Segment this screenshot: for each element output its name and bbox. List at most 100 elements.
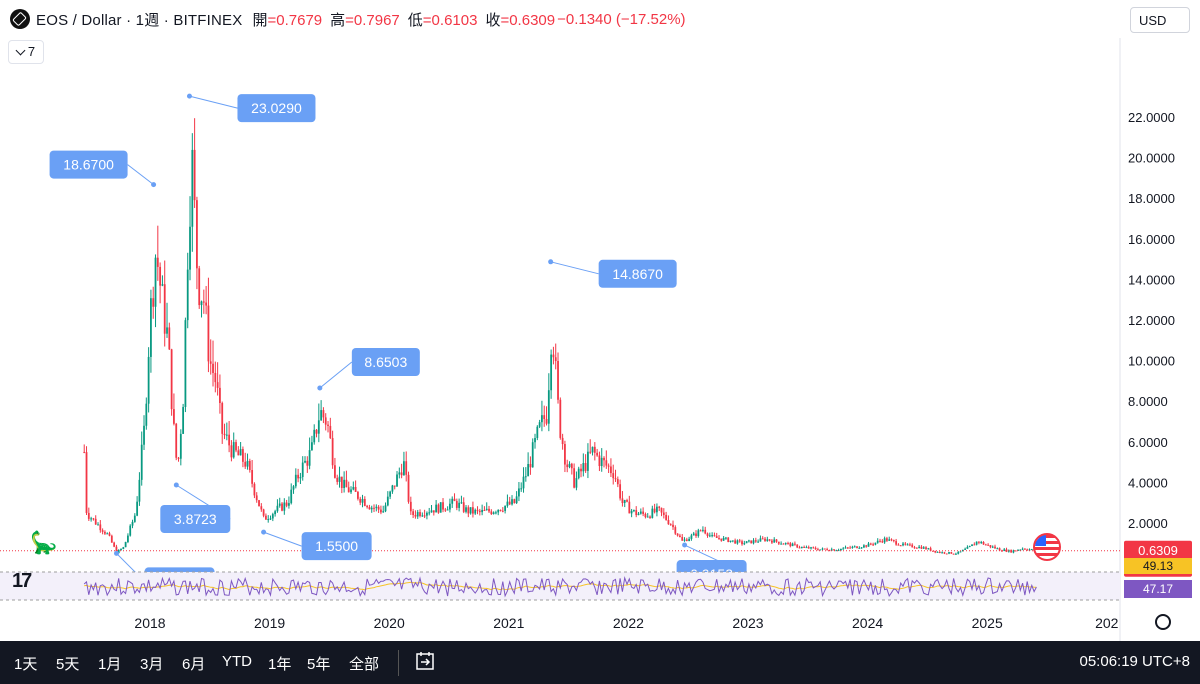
utc-clock[interactable]: 05:06:19 UTC+8 <box>1079 653 1191 670</box>
candle-body <box>858 547 861 549</box>
candle-body <box>338 476 341 482</box>
candle-body <box>495 512 497 514</box>
candle-body <box>738 540 741 542</box>
candle-body <box>596 452 599 456</box>
candle-body <box>260 506 263 510</box>
x-tick-label: 2021 <box>493 615 524 631</box>
currency-select[interactable]: USD <box>1130 7 1190 33</box>
annotation-label: 3.8723 <box>174 511 217 527</box>
candle-body <box>897 544 900 546</box>
candle-body <box>462 502 465 512</box>
range-3m[interactable]: 3月 <box>140 656 164 673</box>
candle-body <box>136 501 139 516</box>
candle-body <box>580 468 582 472</box>
candle-body <box>430 510 433 513</box>
candle-body <box>214 372 217 383</box>
candle-body <box>662 512 665 515</box>
candle-body <box>605 460 608 466</box>
range-ytd[interactable]: YTD <box>222 653 252 670</box>
candle-body <box>784 543 787 545</box>
candle-body <box>122 547 125 549</box>
candle-body <box>828 550 831 552</box>
candle-body <box>856 546 858 549</box>
candle-body <box>727 537 730 542</box>
tradingview-logo[interactable]: 17 <box>12 570 32 592</box>
candle-body <box>646 516 649 518</box>
candle-body <box>288 503 290 506</box>
indicator-collapse-button[interactable]: 7 <box>8 40 44 64</box>
candle-body <box>929 548 932 551</box>
x-tick-label: 202 <box>1095 615 1119 631</box>
candle-body <box>515 496 518 504</box>
candle-body <box>945 553 948 555</box>
candle-body <box>814 547 817 550</box>
candle-body <box>483 509 486 511</box>
candle-body <box>527 464 530 477</box>
candle-body <box>327 424 329 426</box>
candle-body <box>805 547 808 549</box>
rsi-ma-value: 49.13 <box>1143 559 1173 573</box>
candle-body <box>587 451 589 471</box>
candle-body <box>660 507 663 513</box>
candle-body <box>936 551 939 553</box>
candle-body <box>750 540 753 544</box>
range-1d[interactable]: 1天 <box>14 656 38 673</box>
candle-body <box>366 505 369 508</box>
candle-body <box>626 500 628 502</box>
candle-body <box>612 473 615 479</box>
candle-body <box>271 514 274 519</box>
candle-body <box>428 512 431 514</box>
candle-body <box>639 511 642 514</box>
candle-body <box>258 500 260 507</box>
range-1m[interactable]: 1月 <box>98 656 122 673</box>
candle-body <box>186 269 189 321</box>
candle-body <box>334 465 336 478</box>
candle-body <box>702 529 704 531</box>
candle-body <box>932 550 934 552</box>
candle-body <box>110 535 113 543</box>
candle-body <box>520 488 523 490</box>
candle-body <box>281 503 283 511</box>
y-tick-label: 10.0000 <box>1128 354 1175 369</box>
candle-body <box>216 382 219 388</box>
candle-body <box>865 545 868 547</box>
candle-body <box>306 460 309 466</box>
candle-body <box>251 470 254 484</box>
candle-body <box>529 464 532 468</box>
ohlc-low: 低=0.6103 <box>407 11 478 29</box>
candle-body <box>1021 548 1024 550</box>
range-1y[interactable]: 1年 <box>268 656 292 673</box>
candle-body <box>982 542 985 545</box>
range-5d[interactable]: 5天 <box>56 656 80 673</box>
candle-body <box>950 552 953 554</box>
candle-body <box>536 426 539 438</box>
candle-body <box>899 545 902 547</box>
candle-body <box>890 539 893 541</box>
candle-body <box>235 442 237 451</box>
candle-body <box>796 544 799 548</box>
dinosaur-icon[interactable]: 🦕 <box>30 530 58 555</box>
candle-body <box>711 535 714 537</box>
range-all[interactable]: 全部 <box>349 656 380 673</box>
candle-body <box>460 502 463 504</box>
candle-body <box>212 363 214 373</box>
symbol-title[interactable]: EOS / Dollar · 1週 · BITFINEX <box>36 11 243 29</box>
candle-body <box>623 500 626 504</box>
calendar-goto-icon[interactable] <box>416 651 434 671</box>
candle-body <box>651 508 654 518</box>
candle-body <box>154 257 157 307</box>
range-5y[interactable]: 5年 <box>307 656 331 673</box>
price-chart[interactable]: 2.0000 4.0000 6.0000 8.0000 10.0000 12.0000 14… <box>0 38 1200 641</box>
rsi-tag <box>1124 580 1192 598</box>
candle-body <box>184 320 187 408</box>
settings-icon[interactable] <box>1155 614 1171 630</box>
candle-body <box>363 498 366 506</box>
candle-body <box>200 301 203 306</box>
us-flag-icon[interactable] <box>1033 533 1061 561</box>
candle-body <box>255 495 258 501</box>
candle-body <box>340 476 343 488</box>
candle-body <box>706 533 709 536</box>
candle-body <box>685 539 688 542</box>
candle-body <box>329 425 332 439</box>
range-6m[interactable]: 6月 <box>182 656 206 673</box>
